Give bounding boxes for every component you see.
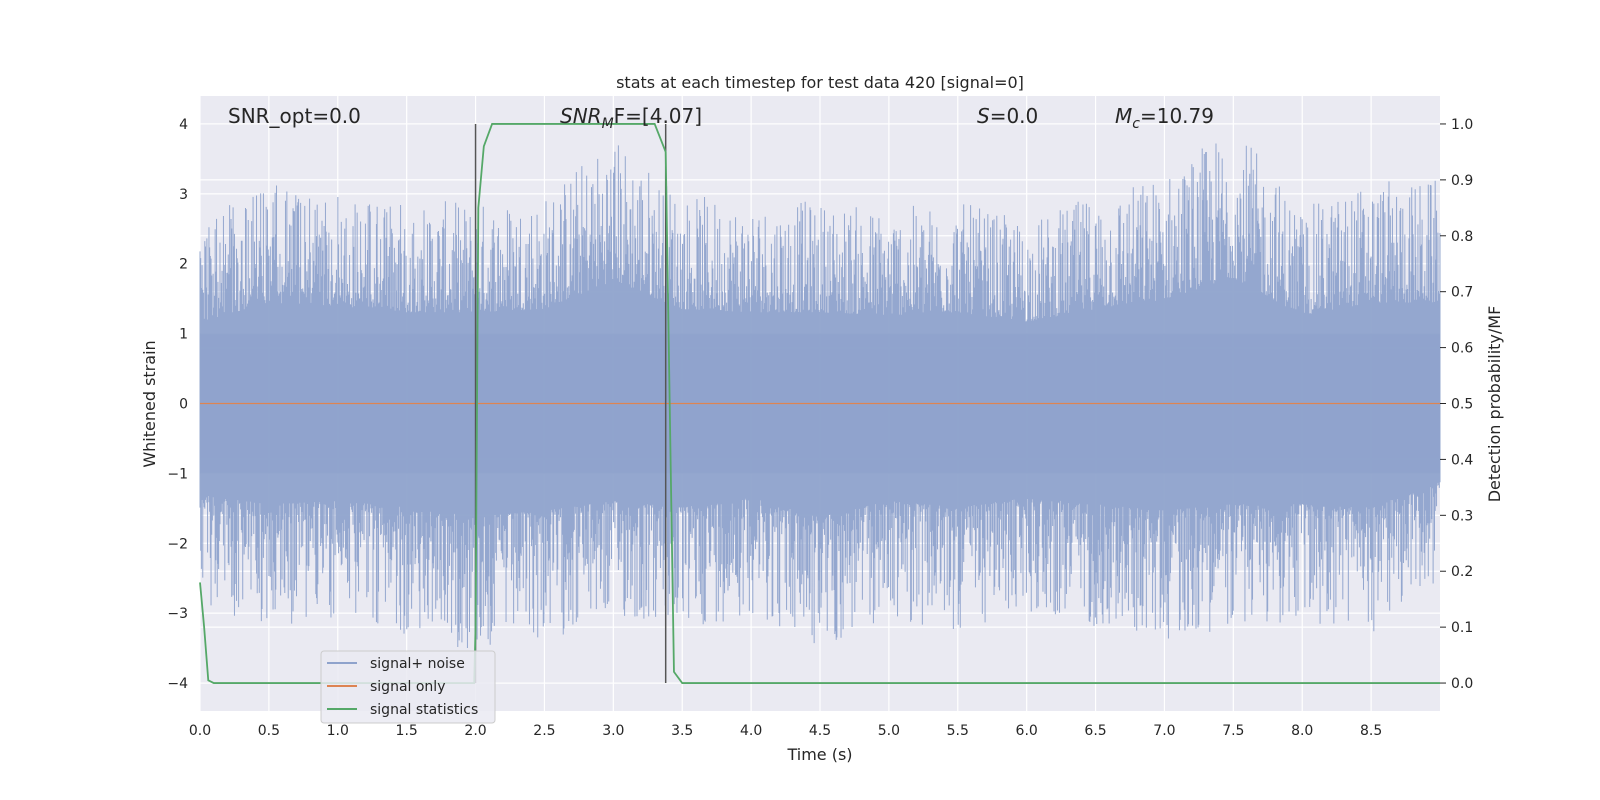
y-tick-label: 2 bbox=[179, 257, 188, 273]
right-tick-label: 0.6 bbox=[1451, 341, 1473, 357]
y-tick-label: 0 bbox=[179, 397, 188, 413]
x-tick-label: 2.5 bbox=[533, 723, 555, 739]
x-tick-label: 1.0 bbox=[327, 723, 349, 739]
mc-annotation: Mc=10.79 bbox=[1115, 104, 1214, 132]
x-tick-label: 7.5 bbox=[1222, 723, 1244, 739]
x-tick-label: 4.0 bbox=[740, 723, 762, 739]
snr-mf-rest: F=[4.07] bbox=[614, 104, 702, 128]
right-tick-label: 0.2 bbox=[1451, 564, 1473, 580]
mc-rest: =10.79 bbox=[1140, 104, 1214, 128]
legend: signal+ noise signal only signal statist… bbox=[320, 650, 496, 724]
x-tick-label: 8.0 bbox=[1291, 723, 1313, 739]
x-tick-label: 6.0 bbox=[1016, 723, 1038, 739]
right-tick-label: 1.0 bbox=[1451, 117, 1473, 133]
snr-mf-main: SNR bbox=[560, 104, 602, 128]
x-tick-label: 3.5 bbox=[671, 723, 693, 739]
y-tick-label: −1 bbox=[167, 466, 188, 482]
snr-opt-annotation: SNR_opt=0.0 bbox=[228, 104, 361, 128]
x-tick-label: 8.5 bbox=[1360, 723, 1382, 739]
y-tick-label: −2 bbox=[167, 536, 188, 552]
x-tick-label: 5.0 bbox=[878, 723, 900, 739]
legend-label-signal-statistics: signal statistics bbox=[370, 702, 478, 718]
x-tick-label: 0.5 bbox=[258, 723, 280, 739]
right-tick-label: 0.8 bbox=[1451, 229, 1473, 245]
legend-box bbox=[320, 650, 496, 724]
legend-label-signal-noise: signal+ noise bbox=[370, 656, 465, 672]
s-main: S bbox=[977, 104, 990, 128]
y-axis-label: Whitened strain bbox=[140, 340, 159, 467]
x-tick-label: 7.0 bbox=[1153, 723, 1175, 739]
right-tick-label: 0.9 bbox=[1451, 173, 1473, 189]
x-tick-label: 4.5 bbox=[809, 723, 831, 739]
signal-statistics-line bbox=[199, 123, 1440, 684]
y-tick-label: 3 bbox=[179, 187, 188, 203]
snr-mf-annotation: SNRMF=[4.07] bbox=[560, 104, 702, 132]
mc-sub: c bbox=[1132, 116, 1140, 132]
y-tick-label: −3 bbox=[167, 606, 188, 622]
right-axis-label: Detection probability/MF bbox=[1485, 306, 1504, 503]
x-tick-label: 1.5 bbox=[396, 723, 418, 739]
right-tick-label: 0.4 bbox=[1451, 452, 1473, 468]
y-tick-label: 4 bbox=[179, 117, 188, 133]
mc-main: M bbox=[1115, 104, 1132, 128]
y-tick-label: 1 bbox=[179, 327, 188, 343]
x-tick-label: 5.5 bbox=[947, 723, 969, 739]
snr-mf-sub: M bbox=[602, 116, 614, 132]
right-tick-label: 0.7 bbox=[1451, 285, 1473, 301]
right-tick-label: 0.5 bbox=[1451, 397, 1473, 413]
y-axis-ticks: 4 3 2 1 0 −1 −2 −3 −4 bbox=[167, 117, 188, 692]
right-axis-ticks: 1.0 0.9 0.8 0.7 0.6 0.5 0.4 0.3 0.2 0.1 0.0 bbox=[1440, 117, 1473, 692]
x-axis-ticks: 0.0 0.5 1.0 1.5 2.0 2.5 3.0 3.5 4.0 4.5 5.0 5.5 6.0 6… bbox=[189, 723, 1382, 739]
s-annotation: S=0.0 bbox=[977, 104, 1038, 128]
right-tick-label: 0.1 bbox=[1451, 620, 1473, 636]
x-tick-label: 0.0 bbox=[189, 723, 211, 739]
s-rest: =0.0 bbox=[990, 104, 1039, 128]
x-tick-label: 3.0 bbox=[602, 723, 624, 739]
right-tick-label: 0.0 bbox=[1451, 676, 1473, 692]
y-tick-label: −4 bbox=[167, 676, 188, 692]
x-tick-label: 6.5 bbox=[1084, 723, 1106, 739]
legend-label-signal-only: signal only bbox=[370, 679, 445, 695]
x-axis-label: Time (s) bbox=[786, 745, 852, 764]
chart-title: stats at each timestep for test data 420… bbox=[616, 73, 1024, 92]
right-tick-label: 0.3 bbox=[1451, 508, 1473, 524]
x-tick-label: 2.0 bbox=[464, 723, 486, 739]
